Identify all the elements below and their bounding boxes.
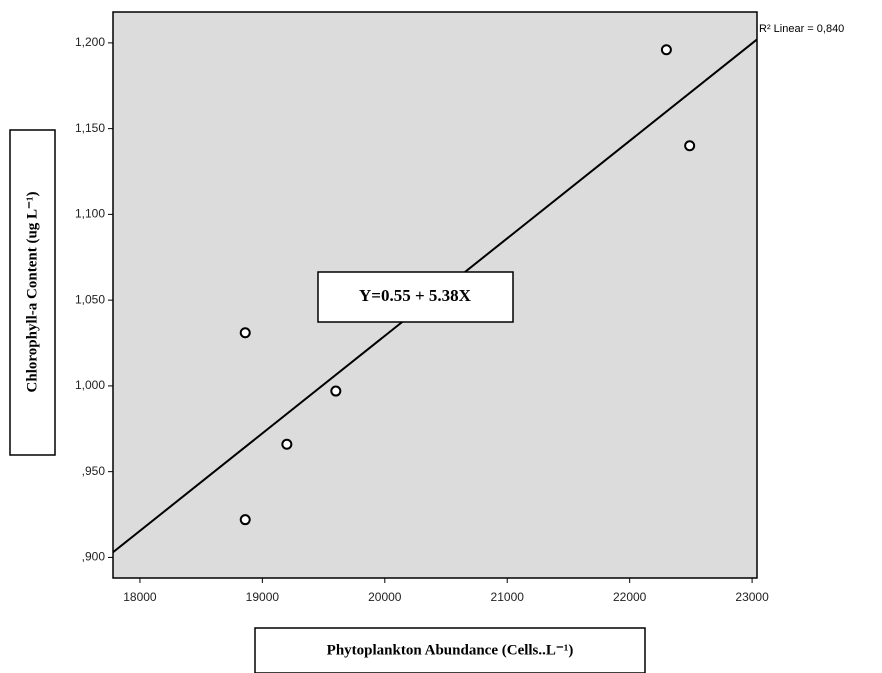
point (660, 44, 672, 56)
x-tick-label: 19000 (246, 590, 280, 604)
point (330, 385, 342, 397)
x-tick-label: 21000 (491, 590, 525, 604)
point (239, 514, 251, 526)
x-tick-label: 23000 (735, 590, 769, 604)
annotation-box (317, 271, 514, 323)
x-label-box (254, 627, 646, 673)
x-tick-label: 18000 (123, 590, 157, 604)
y-tick-label: 1,200 (75, 35, 105, 49)
point (281, 438, 293, 450)
y-tick-label: 1,100 (75, 207, 105, 221)
x-tick-label: 20000 (368, 590, 402, 604)
y-tick-label: 1,000 (75, 378, 105, 392)
point (239, 327, 251, 339)
x-tick-label: 22000 (613, 590, 647, 604)
y-tick-label: ,950 (82, 464, 106, 478)
y-axis-label: Chlorophyll-a Content (ug L⁻¹) (24, 192, 40, 393)
x-axis-label: Phytoplankton Abundance (Cells..L⁻¹) (327, 642, 574, 658)
annotation: Y=0.55 + 5.38X (359, 286, 472, 305)
point (684, 140, 696, 152)
y-tick-label: 1,050 (75, 292, 105, 306)
fit-label: R² Linear = 0,840 (759, 23, 844, 35)
y-tick-label: ,900 (82, 550, 106, 564)
y-tick-label: 1,150 (75, 121, 105, 135)
y-label-box (9, 129, 56, 456)
